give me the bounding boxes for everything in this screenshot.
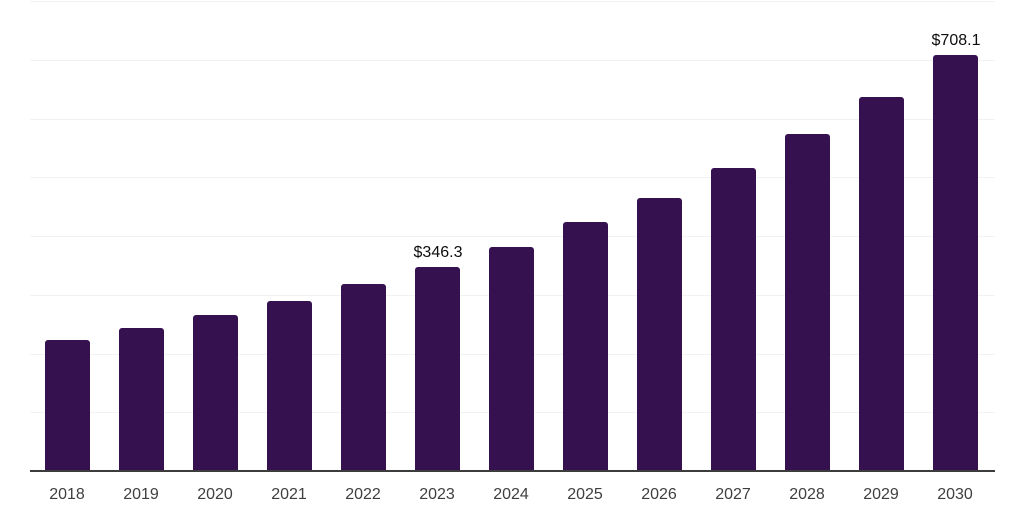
bar-2024 — [488, 247, 534, 471]
x-tick-2018: 2018 — [49, 486, 85, 503]
value-label-2030: $708.1 — [931, 31, 981, 49]
gridline-400 — [30, 236, 995, 237]
gridline-800 — [30, 1, 995, 2]
value-label-2023: $346.3 — [413, 244, 463, 261]
x-tick-2025: 2025 — [567, 486, 603, 503]
x-tick-2023: 2023 — [419, 486, 455, 503]
bar-2026 — [636, 197, 682, 471]
x-tick-2030: 2030 — [937, 486, 973, 503]
x-tick-2024: 2024 — [493, 486, 529, 503]
bar-2020 — [192, 315, 238, 471]
bar-2025 — [562, 222, 608, 471]
bar-2018 — [44, 340, 90, 471]
gridline-600 — [30, 118, 995, 120]
x-tick-2028: 2028 — [789, 486, 825, 503]
bar-2030 — [932, 54, 978, 471]
bar-2029 — [858, 96, 904, 471]
x-tick-2022: 2022 — [345, 486, 381, 503]
x-tick-2027: 2027 — [715, 486, 751, 503]
x-tick-2026: 2026 — [641, 486, 677, 503]
bar-2023 — [414, 267, 460, 471]
x-tick-2029: 2029 — [863, 486, 899, 503]
bar-2021 — [266, 301, 312, 471]
x-tick-2021: 2021 — [271, 486, 307, 503]
bar-2028 — [784, 133, 830, 471]
x-axis-line — [30, 470, 995, 472]
x-tick-2019: 2019 — [123, 486, 159, 503]
gridline-700 — [30, 59, 995, 61]
bar-2027 — [710, 168, 756, 471]
bar-2019 — [118, 328, 164, 471]
bar-2022 — [340, 283, 386, 471]
x-tick-2020: 2020 — [197, 486, 233, 503]
gridline-500 — [30, 177, 995, 179]
